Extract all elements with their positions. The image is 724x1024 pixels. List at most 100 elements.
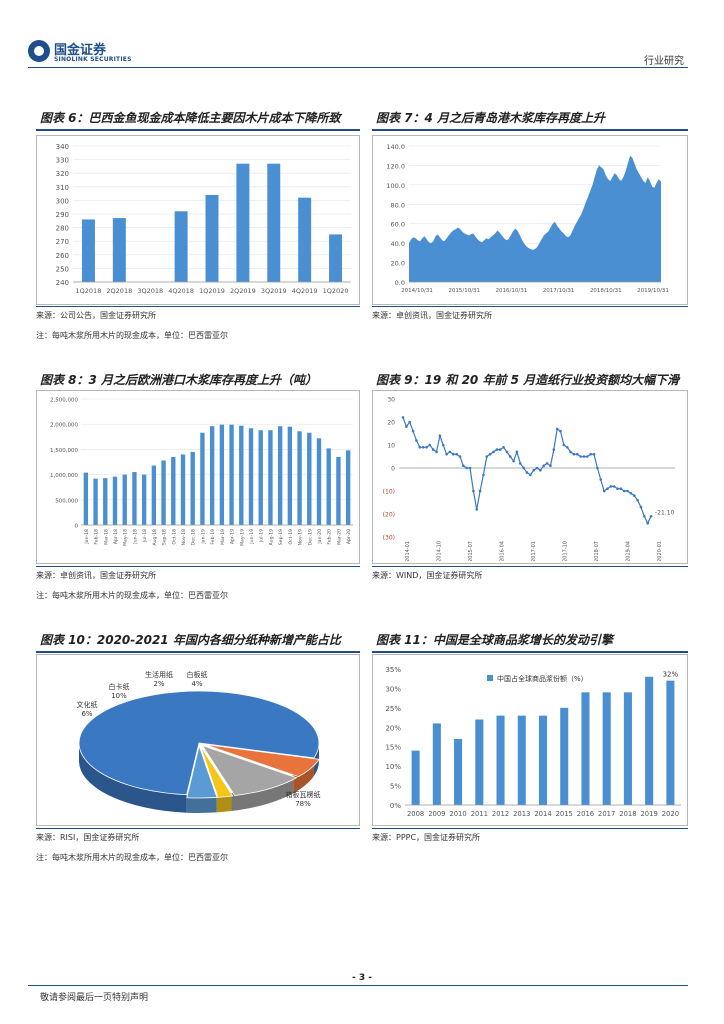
data-point bbox=[522, 466, 525, 470]
x-tick-label: Jun-19 bbox=[249, 529, 255, 545]
y-tick-label: 60.0 bbox=[391, 221, 405, 229]
bar bbox=[277, 426, 283, 525]
bar bbox=[336, 456, 341, 525]
y-tick-label: 330 bbox=[56, 157, 69, 165]
data-point bbox=[619, 487, 623, 490]
data-point bbox=[448, 450, 452, 454]
chart-frame: 箱板瓦楞纸 78% 文化纸 6% 白卡纸 10% 生活用纸 2% 白板纸 4% bbox=[36, 654, 360, 826]
y-tick-label: (30) bbox=[383, 535, 395, 542]
bar bbox=[345, 450, 351, 525]
x-tick-label: 2011 bbox=[471, 810, 488, 818]
data-point bbox=[495, 448, 499, 451]
data-point bbox=[462, 464, 465, 467]
x-tick-label: Jul-19 bbox=[259, 529, 265, 543]
source-note: 来源：PPPC，国金证券研究所 bbox=[372, 833, 481, 842]
chart-11-svg: 0% 5% 10% 15% 20% 25% 30% 35% 2008 2009 2010 2011 20… bbox=[385, 666, 681, 818]
data-point bbox=[545, 462, 549, 465]
data-point bbox=[592, 452, 596, 456]
x-tick-label: 2017-01 bbox=[531, 541, 537, 561]
x-tick-label: 2015/10/31 bbox=[448, 288, 480, 294]
data-point bbox=[639, 505, 643, 509]
data-point bbox=[465, 466, 468, 470]
panel-chart-6: 图表 6：巴西金鱼现金成本降低主要因木片成本下降所致 240 250 260 270 2… bbox=[36, 108, 360, 348]
x-tick-label: 2018 bbox=[619, 810, 636, 818]
disclaimer-note: 敬请参阅最后一页特别声明 bbox=[40, 993, 149, 1003]
legend-swatch bbox=[487, 675, 493, 681]
y-tick-label: 30% bbox=[385, 685, 401, 693]
bar bbox=[93, 478, 98, 525]
bar bbox=[151, 465, 157, 525]
x-tick-label: 2016/10/31 bbox=[496, 288, 528, 294]
data-point bbox=[451, 452, 455, 456]
y-tick-label: 340 bbox=[56, 143, 69, 151]
bar bbox=[454, 738, 463, 805]
data-point bbox=[431, 448, 435, 451]
y-tick-label: (20) bbox=[383, 512, 395, 519]
data-point bbox=[599, 478, 603, 481]
data-point bbox=[421, 446, 425, 449]
data-point bbox=[579, 455, 582, 458]
bar bbox=[316, 438, 322, 525]
pie-pct-label: 4% bbox=[191, 680, 202, 688]
bar bbox=[411, 750, 420, 805]
x-tick-label: 2020-01 bbox=[657, 541, 663, 561]
x-tick-label: Sep-19 bbox=[278, 529, 284, 545]
legend-label: 中国占全球商品浆份额（%） bbox=[497, 674, 588, 683]
data-point bbox=[632, 494, 636, 497]
y-tick-label: 0 bbox=[391, 466, 395, 473]
data-point bbox=[515, 450, 519, 454]
data-point bbox=[642, 515, 646, 518]
data-point bbox=[525, 471, 529, 474]
pie-label: 白板纸 bbox=[187, 670, 208, 679]
brand-name-cn: 国金证券 bbox=[54, 43, 107, 58]
x-tick-label: 2012 bbox=[492, 810, 509, 818]
y-tick-label: 120.0 bbox=[386, 162, 405, 170]
data-point bbox=[411, 429, 415, 433]
bar bbox=[132, 472, 137, 525]
x-tick-label: Oct-18 bbox=[171, 529, 177, 545]
pie-slice-side bbox=[216, 793, 232, 813]
bar bbox=[326, 448, 331, 525]
bar bbox=[112, 218, 126, 282]
data-point bbox=[478, 489, 482, 493]
x-tick-label: Nov-18 bbox=[181, 529, 187, 545]
x-tick-label: 2014 bbox=[534, 810, 551, 818]
y-tick-label: 0 bbox=[75, 524, 79, 530]
chart-6-svg: 240 250 260 270 280 290 300 310 320 330 340 1Q2018 2… bbox=[56, 143, 351, 295]
chart-frame: 0% 5% 10% 15% 20% 25% 30% 35% 2008 2009 2010 2011 20… bbox=[372, 654, 688, 826]
data-point bbox=[441, 443, 445, 447]
bar bbox=[174, 211, 188, 282]
data-point bbox=[559, 429, 562, 433]
bar bbox=[645, 676, 654, 805]
data-point bbox=[636, 498, 639, 502]
x-tick-label: 2019-04 bbox=[626, 541, 632, 561]
chart-7-svg: 0.0 20.0 40.0 60.0 80.0 100.0 120.0 140.0 2014/1… bbox=[386, 143, 668, 294]
data-point bbox=[649, 515, 653, 518]
x-tick-label: 2008 bbox=[407, 810, 424, 818]
data-point bbox=[418, 446, 422, 449]
bar bbox=[161, 460, 166, 525]
bar bbox=[122, 474, 127, 525]
x-tick-label: 2Q2019 bbox=[230, 287, 256, 295]
panel-title: 图表 9：19 和 20 年前 5 月造纸行业投资额均大幅下滑 bbox=[376, 373, 680, 387]
pie-label: 白卡纸 bbox=[109, 682, 130, 691]
bar bbox=[248, 428, 254, 525]
bar bbox=[297, 431, 302, 525]
x-tick-label: 3Q2018 bbox=[137, 287, 163, 295]
x-tick-label: Aug-18 bbox=[152, 529, 158, 546]
end-label: -21.10 bbox=[655, 509, 675, 516]
data-point bbox=[589, 452, 592, 456]
x-tick-label: Feb-18 bbox=[94, 529, 100, 545]
pie-slice bbox=[78, 690, 320, 796]
data-point bbox=[616, 487, 619, 490]
x-tick-label: 2009 bbox=[428, 810, 445, 818]
bar bbox=[171, 456, 176, 525]
x-tick-label: 1Q2020 bbox=[323, 287, 349, 295]
x-tick-label: 2016 bbox=[577, 810, 594, 818]
bar bbox=[267, 163, 281, 282]
y-tick-label: 5% bbox=[390, 783, 401, 791]
data-point bbox=[596, 466, 599, 470]
pie-pct-label: 78% bbox=[295, 800, 311, 808]
bar bbox=[239, 425, 244, 525]
